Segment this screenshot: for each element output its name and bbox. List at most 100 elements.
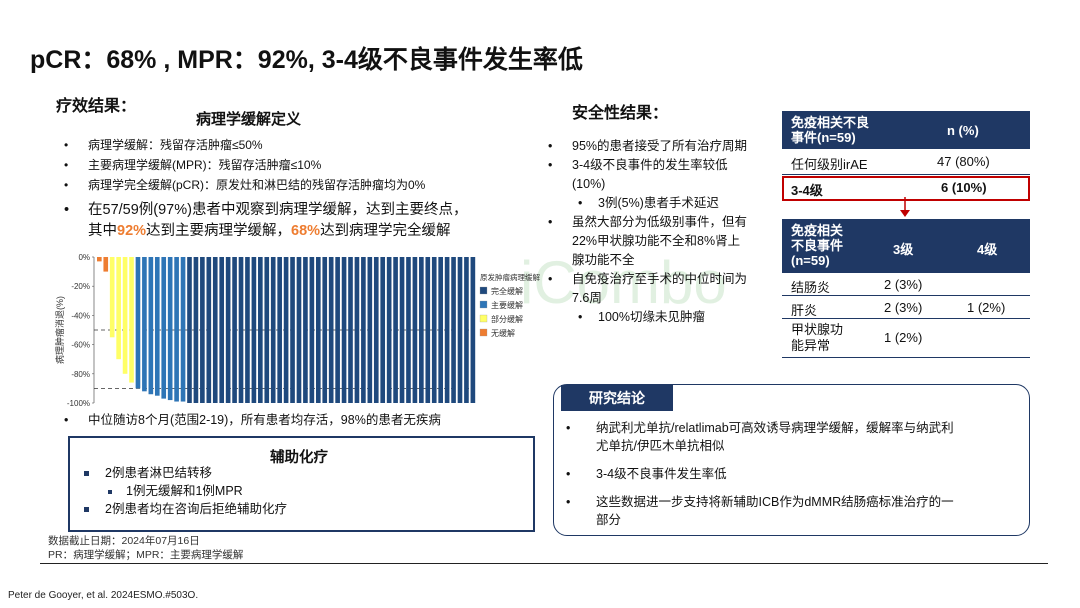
pcr-rate: 68% — [291, 223, 321, 239]
bar — [303, 257, 308, 403]
table-row: 结肠炎 2 (3%) — [782, 273, 1030, 296]
header-cell: 不良事件 — [791, 238, 844, 253]
y-tick-label: 0% — [78, 253, 90, 262]
list-item: (10%) — [572, 177, 606, 191]
bar — [393, 257, 398, 403]
bar — [129, 257, 134, 383]
result-text: 达到主要病理学缓解， — [146, 223, 292, 239]
bar — [122, 257, 128, 374]
bar — [103, 257, 109, 272]
footnote-abbrev: PR：病理学缓解；MPR：主要病理学缓解 — [48, 549, 244, 561]
list-item: • 病理学完全缓解(pCR)：原发灶和淋巴结的残留存活肿瘤均为0% — [64, 178, 426, 192]
bar — [431, 257, 437, 403]
bar — [328, 257, 334, 403]
bar — [154, 257, 160, 396]
header-cell: 4级 — [977, 242, 998, 257]
bar — [258, 257, 263, 403]
bar — [348, 257, 353, 403]
bar — [225, 257, 231, 403]
bar — [309, 257, 315, 403]
bar — [425, 257, 431, 403]
bar — [277, 257, 282, 403]
mpr-rate: 92% — [117, 223, 147, 239]
result-text: 其中 — [88, 223, 117, 239]
y-tick-label: -40% — [71, 311, 90, 320]
bar — [251, 257, 257, 403]
bar — [238, 257, 244, 403]
list-item: 尤单抗/伊匹木单抗相似 — [596, 439, 725, 453]
list-item: • 主要病理学缓解(MPR)：残留存活肿瘤≤10% — [64, 158, 322, 172]
list-item: • 3例(5%)患者手术延迟 — [578, 196, 719, 210]
bar — [335, 257, 340, 403]
table-row-highlight: 3-4级 6 (10%) — [782, 176, 1030, 201]
bar — [232, 257, 237, 403]
bar — [264, 257, 270, 403]
bar — [97, 257, 102, 262]
bar — [399, 257, 405, 403]
header-cell: n (%) — [947, 123, 979, 138]
header-cell: 免疫相关不良 — [791, 115, 870, 130]
bar — [315, 257, 321, 403]
bar — [412, 257, 418, 403]
y-tick-label: -100% — [67, 399, 90, 408]
list-item: • 纳武利尤单抗/relatlimab可高效诱导病理学缓解，缓解率与纳武利 — [566, 421, 954, 435]
header-cell: 3级 — [893, 242, 914, 257]
bar — [212, 257, 218, 403]
conclusion-box: 研究结论 • 纳武利尤单抗/relatlimab可高效诱导病理学缓解，缓解率与纳武… — [553, 384, 1030, 536]
y-tick-label: -80% — [71, 370, 90, 379]
grade-table: 免疫相关 不良事件 (n=59) 3级 4级 结肠炎 2 (3%) 肝炎 2 (… — [782, 219, 1030, 358]
efficacy-heading: 疗效结果： — [56, 98, 137, 115]
bar — [290, 257, 295, 403]
legend-swatch — [479, 300, 488, 309]
bar — [406, 257, 411, 403]
bar — [470, 257, 476, 403]
safety-heading: 安全性结果： — [572, 105, 669, 122]
legend-title: 原发肿瘤病理缓解 — [480, 272, 540, 282]
bar — [451, 257, 456, 403]
list-item: 7.6周 — [572, 291, 602, 305]
list-item: • 100%切缘未见肿瘤 — [578, 310, 705, 324]
bar — [161, 257, 167, 399]
adjuvant-box: 辅助化疗 2例患者淋巴结转移 1例无缓解和1例MPR 2例患者均在咨询后拒绝辅助… — [68, 436, 535, 532]
bar — [367, 257, 373, 403]
bar — [386, 257, 392, 403]
bar — [200, 257, 205, 403]
bar — [174, 257, 179, 402]
list-item: 2例患者淋巴结转移 — [84, 464, 287, 482]
definition-heading: 病理学缓解定义 — [196, 111, 302, 128]
adjuvant-heading: 辅助化疗 — [270, 450, 328, 466]
list-item: 2例患者均在咨询后拒绝辅助化疗 — [84, 500, 287, 518]
efficacy-result: • 在57/59例(97%)患者中观察到病理学缓解，达到主要终点， 其中92%达到… — [64, 202, 468, 239]
bar — [444, 257, 450, 403]
list-item: • 3-4级不良事件的发生率较低 — [548, 158, 728, 172]
bar — [142, 257, 147, 392]
bar — [296, 257, 302, 403]
y-tick-label: -20% — [71, 282, 90, 291]
header-cell: (n=59) — [791, 253, 830, 268]
safety-list: • 95%的患者接受了所有治疗周期 • 3-4级不良事件的发生率较低 (10%) •… — [548, 137, 747, 327]
list-item: • 虽然大部分为低级别事件，但有 — [548, 215, 748, 229]
legend-label: 无缓解 — [491, 328, 515, 338]
list-item: 1例无缓解和1例MPR — [84, 482, 287, 500]
footnote-date: 数据截止日期：2024年07月16日 — [48, 535, 200, 547]
bar — [180, 257, 186, 402]
bar — [354, 257, 360, 403]
bar — [187, 257, 192, 403]
bar — [245, 257, 250, 403]
bar — [206, 257, 212, 403]
list-item: 部分 — [596, 513, 622, 527]
bar — [322, 257, 328, 403]
bar — [219, 257, 225, 403]
table-row: 肝炎 2 (3%) 1 (2%) — [782, 296, 1030, 319]
result-text: 达到病理学完全缓解 — [320, 223, 451, 239]
irae-table: 免疫相关不良 事件(n=59) n (%) 任何级别irAE 47 (80%) … — [782, 111, 1030, 201]
bar — [464, 257, 469, 403]
table-row: 甲状腺功 能异常 1 (2%) — [782, 319, 1030, 358]
list-item: • 自免疫治疗至手术的中位时间为 — [548, 272, 748, 286]
table-row: 任何级别irAE 47 (80%) — [782, 149, 1030, 175]
list-item: • 3-4级不良事件发生率低 — [566, 467, 727, 481]
page-title: pCR：68% , MPR：92%, 3-4级不良事件发生率低 — [30, 46, 583, 74]
legend-swatch — [479, 328, 488, 337]
legend-label: 完全缓解 — [491, 286, 523, 296]
bar — [116, 257, 121, 360]
